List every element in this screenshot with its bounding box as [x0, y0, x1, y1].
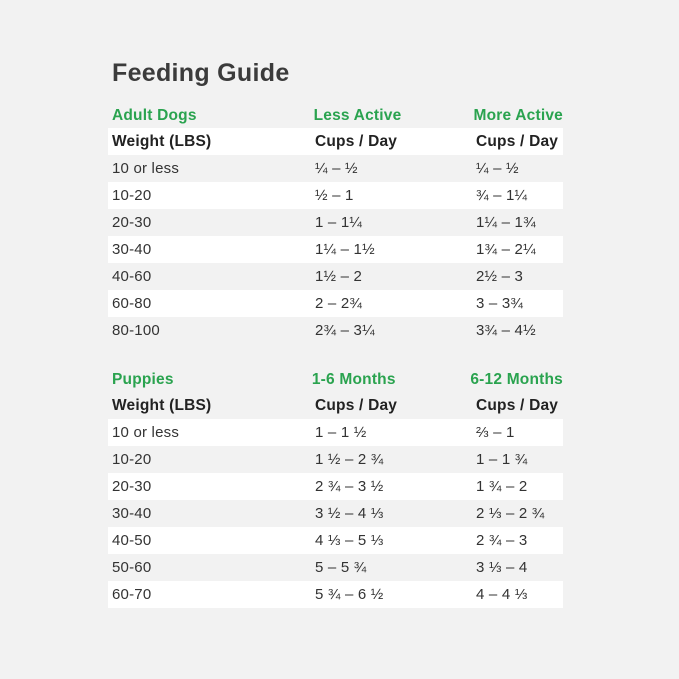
col-header-more-active: More Active — [473, 107, 563, 124]
weight-range: 10 or less — [112, 160, 180, 177]
table-row: 10 or less 1 – 1 ½ ⅔ – 1 — [108, 419, 563, 446]
table-row: 10-20 ½ – 1 ¾ – 1¼ — [108, 182, 563, 209]
more-active-cups: ¼ – ½ — [476, 160, 519, 177]
adult-dogs-header-row: Adult Dogs Less Active More Active — [108, 104, 563, 128]
less-active-cups: 2 – 2¾ — [315, 295, 363, 312]
more-active-cups: ¾ – 1¼ — [476, 187, 528, 204]
puppies-subheader-row: Weight (LBS) Cups / Day Cups / Day — [108, 392, 563, 419]
section-title-adult-dogs: Adult Dogs — [112, 107, 197, 124]
cups-per-day-label: Cups / Day — [315, 396, 398, 414]
table-row: 60-80 2 – 2¾ 3 – 3¾ — [108, 290, 563, 317]
weight-range: 50-60 — [112, 559, 152, 576]
cups-6-12-months: 2 ¾ – 3 — [476, 532, 528, 549]
cups-per-day-label: Cups / Day — [315, 132, 398, 150]
section-title-puppies: Puppies — [112, 371, 174, 388]
cups-1-6-months: 4 ⅓ – 5 ⅓ — [315, 532, 384, 549]
weight-range: 10-20 — [112, 451, 152, 468]
weight-lbs-label: Weight (LBS) — [112, 132, 212, 150]
weight-lbs-label: Weight (LBS) — [112, 396, 212, 414]
weight-range: 20-30 — [112, 214, 152, 231]
cups-1-6-months: 1 ½ – 2 ¾ — [315, 451, 384, 468]
cups-1-6-months: 5 – 5 ¾ — [315, 559, 367, 576]
cups-per-day-label: Cups / Day — [476, 132, 559, 150]
less-active-cups: 1½ – 2 — [315, 268, 363, 285]
cups-6-12-months: 1 – 1 ¾ — [476, 451, 528, 468]
cups-6-12-months: 1 ¾ – 2 — [476, 478, 528, 495]
weight-range: 10 or less — [112, 424, 180, 441]
table-row: 10-20 1 ½ – 2 ¾ 1 – 1 ¾ — [108, 446, 563, 473]
weight-range: 10-20 — [112, 187, 152, 204]
weight-range: 60-80 — [112, 295, 152, 312]
more-active-cups: 1¼ – 1¾ — [476, 214, 536, 231]
table-row: 20-30 1 – 1¼ 1¼ – 1¾ — [108, 209, 563, 236]
weight-range: 40-50 — [112, 532, 152, 549]
table-row: 20-30 2 ¾ – 3 ½ 1 ¾ – 2 — [108, 473, 563, 500]
table-row: 30-40 3 ½ – 4 ⅓ 2 ⅓ – 2 ¾ — [108, 500, 563, 527]
table-row: 60-70 5 ¾ – 6 ½ 4 – 4 ⅓ — [108, 581, 563, 608]
more-active-cups: 3 – 3¾ — [476, 295, 524, 312]
col-header-1-6-months: 1-6 Months — [311, 371, 396, 388]
cups-1-6-months: 3 ½ – 4 ⅓ — [315, 505, 384, 522]
table-row: 80-100 2¾ – 3¼ 3¾ – 4½ — [108, 317, 563, 344]
less-active-cups: 1 – 1¼ — [315, 214, 363, 231]
puppies-header-row: Puppies 1-6 Months 6-12 Months — [108, 368, 563, 392]
adult-dogs-table: Adult Dogs Less Active More Active Weigh… — [108, 104, 563, 344]
cups-1-6-months: 1 – 1 ½ — [315, 424, 367, 441]
cups-per-day-label: Cups / Day — [476, 396, 559, 414]
table-row: 40-60 1½ – 2 2½ – 3 — [108, 263, 563, 290]
more-active-cups: 2½ – 3 — [476, 268, 524, 285]
weight-range: 30-40 — [112, 505, 152, 522]
weight-range: 20-30 — [112, 478, 152, 495]
less-active-cups: ¼ – ½ — [315, 160, 358, 177]
table-row: 50-60 5 – 5 ¾ 3 ⅓ – 4 — [108, 554, 563, 581]
more-active-cups: 1¾ – 2¼ — [476, 241, 536, 258]
page-title: Feeding Guide — [112, 59, 290, 87]
cups-1-6-months: 2 ¾ – 3 ½ — [315, 478, 384, 495]
less-active-cups: 1¼ – 1½ — [315, 241, 375, 258]
cups-6-12-months: 2 ⅓ – 2 ¾ — [476, 505, 545, 522]
weight-range: 40-60 — [112, 268, 152, 285]
content-area: Feeding Guide Adult Dogs Less Active Mor… — [108, 59, 563, 608]
cups-6-12-months: 4 – 4 ⅓ — [476, 586, 528, 603]
adult-subheader-row: Weight (LBS) Cups / Day Cups / Day — [108, 128, 563, 155]
table-row: 10 or less ¼ – ½ ¼ – ½ — [108, 155, 563, 182]
cups-6-12-months: ⅔ – 1 — [476, 424, 515, 441]
less-active-cups: ½ – 1 — [315, 187, 354, 204]
col-header-less-active: Less Active — [313, 107, 402, 124]
weight-range: 30-40 — [112, 241, 152, 258]
cups-6-12-months: 3 ⅓ – 4 — [476, 559, 528, 576]
less-active-cups: 2¾ – 3¼ — [315, 322, 375, 339]
puppies-table: Puppies 1-6 Months 6-12 Months Weight (L… — [108, 368, 563, 608]
table-row: 40-50 4 ⅓ – 5 ⅓ 2 ¾ – 3 — [108, 527, 563, 554]
more-active-cups: 3¾ – 4½ — [476, 322, 536, 339]
cups-1-6-months: 5 ¾ – 6 ½ — [315, 586, 384, 603]
weight-range: 80-100 — [112, 322, 160, 339]
table-row: 30-40 1¼ – 1½ 1¾ – 2¼ — [108, 236, 563, 263]
weight-range: 60-70 — [112, 586, 152, 603]
col-header-6-12-months: 6-12 Months — [470, 371, 563, 388]
